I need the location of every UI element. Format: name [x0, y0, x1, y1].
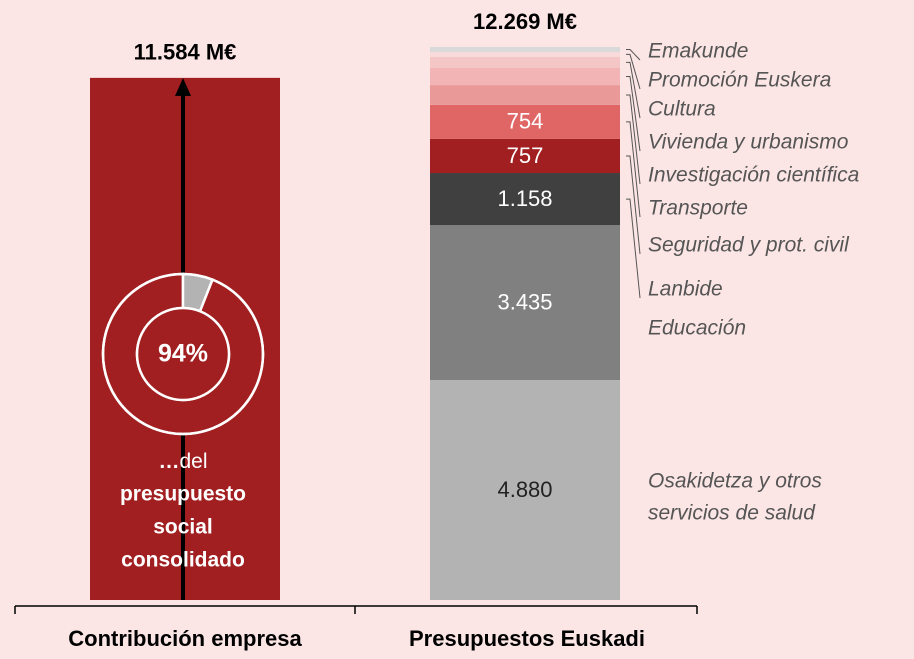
segment-name: Cultura: [648, 98, 716, 121]
bar-segment: [430, 67, 620, 86]
category-label: Presupuestos Euskadi: [409, 626, 645, 651]
leader-line: [626, 53, 641, 90]
bar-segment: [430, 51, 620, 57]
total-label: 12.269 M€: [473, 9, 577, 34]
bar-segment: [430, 104, 620, 139]
leader-line: [626, 198, 641, 299]
bar-segment: [430, 138, 620, 174]
value-label: 757: [507, 143, 544, 168]
bar-segment: [430, 173, 620, 226]
value-label: 3.435: [497, 289, 552, 314]
total-label: 11.584 M€: [134, 40, 237, 65]
donut-label: 94%: [158, 340, 208, 368]
caption-part: del: [179, 450, 207, 473]
value-label: 4.880: [497, 477, 552, 502]
segment-name: Transporte: [648, 197, 748, 220]
caption-part: …: [158, 450, 179, 473]
segment-name: Seguridad y prot. civil: [648, 234, 850, 257]
leader-line: [626, 48, 641, 61]
segment-name: Vivienda y urbanismo: [648, 131, 849, 154]
bar-segment: [430, 85, 620, 105]
segment-name: Educación: [648, 317, 746, 340]
value-label: 1.158: [497, 186, 552, 211]
value-label: 754: [507, 109, 544, 134]
leader-line: [626, 155, 641, 255]
caption: consolidado: [121, 549, 245, 572]
segment-name: Promoción Euskera: [648, 69, 831, 92]
caption: …del: [158, 450, 207, 473]
segment-name: Emakunde: [648, 40, 748, 63]
category-label: Contribución empresa: [68, 626, 302, 651]
caption: social: [153, 516, 213, 539]
donut-outline: [101, 272, 265, 436]
leader-line: [626, 76, 641, 152]
leader-line: [626, 61, 641, 119]
segment-name: Osakidetza y otros: [648, 470, 822, 493]
bar-segment: [430, 380, 620, 600]
leader-line: [626, 121, 641, 218]
caption: presupuesto: [120, 483, 246, 506]
bar-segment: [430, 225, 620, 381]
segment-name: Investigación científica: [648, 164, 859, 187]
arrow-head: [175, 78, 191, 96]
bar-segment: [430, 56, 620, 68]
donut-inner: [135, 306, 231, 402]
x-axis: [14, 605, 698, 614]
leader-line: [626, 94, 641, 185]
segment-name: Lanbide: [648, 278, 723, 301]
bar-segment: [430, 47, 620, 52]
segment-name: servicios de salud: [648, 502, 816, 525]
